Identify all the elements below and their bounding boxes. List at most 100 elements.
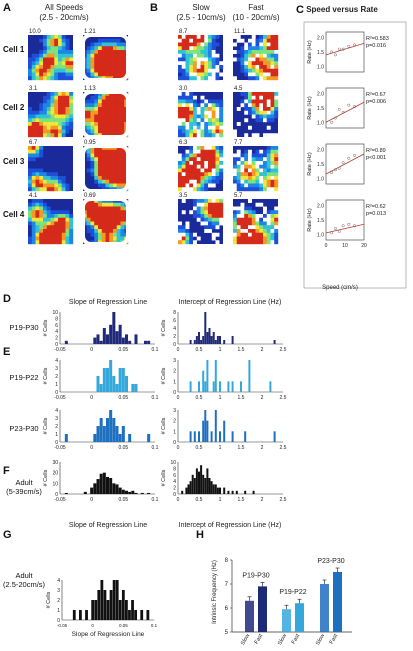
rate-map-cell xyxy=(196,210,201,215)
rate-map-cell xyxy=(61,129,66,134)
rate-map-cell xyxy=(46,72,51,77)
histogram-bar xyxy=(216,487,219,494)
rate-map-cell xyxy=(185,149,190,154)
rate-map-cell xyxy=(185,157,190,162)
scatter-y-tick: 2.0 xyxy=(317,92,324,98)
histogram-bar xyxy=(214,484,217,494)
rate-map-cell xyxy=(116,95,121,100)
rate-map-cell xyxy=(200,42,205,47)
rate-map-cell xyxy=(58,133,62,138)
rate-map-cell xyxy=(109,57,114,62)
rate-map-cell xyxy=(185,76,190,81)
histogram-y-tick: 4 xyxy=(173,326,176,332)
rate-map-cell xyxy=(94,179,99,184)
rate-map-cell xyxy=(204,53,209,58)
rate-map-cell xyxy=(233,179,237,184)
rate-map-cell xyxy=(240,176,245,180)
rate-map-cell xyxy=(255,221,260,226)
rate-map-cell xyxy=(193,199,197,203)
histogram-x-tick: 0.1 xyxy=(152,347,159,353)
row-label-p23-p30: P23-P30 xyxy=(9,424,38,433)
rate-map-cell xyxy=(244,217,249,222)
rate-map-cell xyxy=(215,202,220,207)
histogram-y-label: # Cells xyxy=(161,417,167,434)
histogram-bar xyxy=(109,478,113,494)
rate-map-cell xyxy=(259,168,264,173)
rate-map-cell xyxy=(244,107,249,111)
rate-map-cell xyxy=(98,217,102,222)
rate-map-cell xyxy=(178,153,182,158)
rate-map-cell xyxy=(236,206,241,211)
rate-map-cell xyxy=(204,103,209,108)
rate-map-cell xyxy=(35,114,40,119)
rate-map-cell xyxy=(90,72,95,77)
rate-map-cell xyxy=(248,229,252,233)
rate-map-cell xyxy=(94,214,99,218)
rate-map-cell xyxy=(193,168,197,173)
rate-map-cell xyxy=(196,129,201,134)
rate-map-corner-mask xyxy=(81,33,130,82)
rate-map-cell xyxy=(61,179,66,184)
histogram-bar xyxy=(131,490,135,494)
rate-map-cell xyxy=(274,221,279,226)
rate-map-cell xyxy=(50,221,55,226)
rate-map-cell xyxy=(248,210,252,215)
rate-map-cell xyxy=(39,240,44,245)
rate-map-cell xyxy=(35,72,40,77)
histogram-bar xyxy=(219,431,221,442)
histogram-bar xyxy=(124,376,129,392)
rate-map-cell xyxy=(90,232,95,237)
rate-map-cell xyxy=(94,217,99,222)
rate-map-cell xyxy=(270,42,275,47)
rate-map-cell xyxy=(178,183,182,188)
rate-map-cell xyxy=(28,146,32,150)
cell-4-label: Cell 4 xyxy=(3,210,25,219)
panel-b-slow-heading-line1: Slow xyxy=(192,3,210,12)
rate-map-cell xyxy=(270,35,275,39)
rate-map-cell xyxy=(215,240,220,245)
rate-map-cell xyxy=(46,42,51,47)
rate-map-cell xyxy=(244,232,249,237)
rate-map-cell xyxy=(196,103,201,108)
rate-map-cell xyxy=(54,61,59,66)
rate-map-cell xyxy=(266,65,271,69)
rate-map-cell xyxy=(105,107,110,111)
rate-map-cell xyxy=(204,202,209,207)
scatter-point xyxy=(337,229,341,233)
rate-map-cell xyxy=(193,210,197,215)
rate-map-cell xyxy=(116,217,121,222)
rate-map-cell xyxy=(39,214,44,218)
rate-map-cell xyxy=(240,225,245,230)
rate-map-peak-label: 6.7 xyxy=(29,140,38,146)
rate-map-cell xyxy=(178,221,182,226)
rate-map-cell xyxy=(46,99,51,104)
rate-map-cell xyxy=(266,125,271,130)
rate-map-cell xyxy=(208,110,212,115)
rate-map-cell xyxy=(50,50,55,54)
rate-map-cell xyxy=(255,76,260,81)
rate-map-cell xyxy=(65,38,70,43)
rate-map-cell xyxy=(58,217,62,222)
rate-map-cell xyxy=(208,53,212,58)
rate-map-cell xyxy=(255,57,260,62)
rate-map-cell xyxy=(39,206,44,211)
rate-map-cell xyxy=(185,95,190,100)
histogram-bar xyxy=(109,360,113,392)
histogram-bar xyxy=(96,376,100,392)
rate-map-cell xyxy=(116,122,121,126)
rate-map-cell xyxy=(65,232,70,237)
rate-map-cell xyxy=(31,206,36,211)
rate-map-cell xyxy=(98,125,102,130)
rate-map-cell xyxy=(200,57,205,62)
rate-map-cell xyxy=(178,236,182,241)
rate-map-cell xyxy=(248,236,252,241)
rate-map-cell xyxy=(266,168,271,173)
rate-map-cell xyxy=(248,149,252,154)
rate-map-cell xyxy=(109,229,114,233)
rate-map-cell xyxy=(244,206,249,211)
rate-map-cell xyxy=(274,179,279,184)
histogram-bar xyxy=(112,483,116,494)
rate-map-cell xyxy=(193,118,197,123)
rate-map-cell xyxy=(251,236,256,241)
rate-map-cell xyxy=(204,164,209,169)
